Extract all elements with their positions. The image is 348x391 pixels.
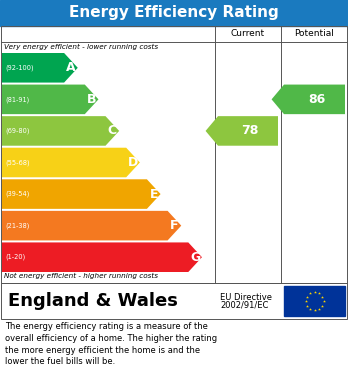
Text: (81-91): (81-91) xyxy=(5,96,29,102)
Text: A: A xyxy=(66,61,76,74)
Text: (39-54): (39-54) xyxy=(5,191,29,197)
Text: Not energy efficient - higher running costs: Not energy efficient - higher running co… xyxy=(4,273,158,279)
Bar xyxy=(0,0,348,26)
Bar xyxy=(284,286,345,316)
Text: F: F xyxy=(170,219,179,232)
Bar xyxy=(1,283,347,319)
Text: (1-20): (1-20) xyxy=(5,254,25,260)
Text: E: E xyxy=(150,188,158,201)
Polygon shape xyxy=(2,84,98,114)
Text: EU Directive: EU Directive xyxy=(220,292,272,301)
Text: G: G xyxy=(190,251,200,264)
Text: D: D xyxy=(128,156,138,169)
Text: (21-38): (21-38) xyxy=(5,222,29,229)
Text: 2002/91/EC: 2002/91/EC xyxy=(220,301,268,310)
Polygon shape xyxy=(206,116,278,146)
Text: (55-68): (55-68) xyxy=(5,159,30,166)
Polygon shape xyxy=(2,242,202,272)
Polygon shape xyxy=(2,148,140,177)
Polygon shape xyxy=(2,211,181,240)
Text: Current: Current xyxy=(231,29,265,38)
Text: 86: 86 xyxy=(308,93,325,106)
Text: 78: 78 xyxy=(241,124,259,137)
Text: The energy efficiency rating is a measure of the
overall efficiency of a home. T: The energy efficiency rating is a measur… xyxy=(5,322,217,366)
Text: C: C xyxy=(108,124,117,137)
Polygon shape xyxy=(271,84,345,114)
Polygon shape xyxy=(2,53,78,83)
Text: Very energy efficient - lower running costs: Very energy efficient - lower running co… xyxy=(4,44,158,50)
Polygon shape xyxy=(2,116,119,146)
Polygon shape xyxy=(2,179,160,209)
Text: England & Wales: England & Wales xyxy=(8,292,178,310)
Bar xyxy=(1,26,347,283)
Text: (69-80): (69-80) xyxy=(5,128,30,134)
Text: Energy Efficiency Rating: Energy Efficiency Rating xyxy=(69,5,279,20)
Text: Potential: Potential xyxy=(294,29,334,38)
Text: (92-100): (92-100) xyxy=(5,65,34,71)
Text: B: B xyxy=(87,93,96,106)
